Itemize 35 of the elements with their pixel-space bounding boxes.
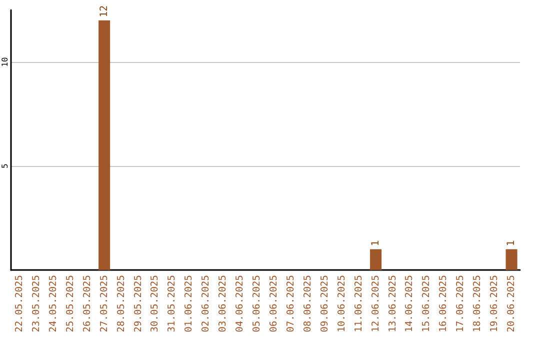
x-tick-label: 19.06.2025 xyxy=(489,275,500,332)
x-tick-label: 30.05.2025 xyxy=(150,275,161,332)
x-tick-label: 13.06.2025 xyxy=(387,275,398,332)
x-tick-label: 24.05.2025 xyxy=(48,275,59,332)
x-tick-label: 29.05.2025 xyxy=(132,275,144,332)
x-tick-label: 27.05.2025 xyxy=(98,275,110,332)
x-tick-label: 12.06.2025 xyxy=(370,275,382,332)
x-tick-label: 28.05.2025 xyxy=(116,275,127,332)
x-tick-label: 18.06.2025 xyxy=(472,275,484,332)
data-label: 12 xyxy=(98,5,110,18)
x-tick-label: 05.06.2025 xyxy=(252,275,263,332)
data-label: 1 xyxy=(370,240,382,246)
x-tick-label: 01.06.2025 xyxy=(184,275,195,332)
x-tick-label: 25.05.2025 xyxy=(64,275,76,332)
x-tick-label: 31.05.2025 xyxy=(166,275,178,332)
x-tick-label: 15.06.2025 xyxy=(421,275,432,332)
x-tick-label: 23.05.2025 xyxy=(30,275,42,332)
x-tick-label: 09.06.2025 xyxy=(319,275,330,332)
x-tick-label: 17.06.2025 xyxy=(455,275,466,332)
x-tick-label: 04.06.2025 xyxy=(234,275,246,332)
x-tick-label: 07.06.2025 xyxy=(285,275,296,332)
y-tick-label: 10 xyxy=(0,57,10,67)
data-label: 1 xyxy=(506,240,518,246)
x-tick-label: 11.06.2025 xyxy=(353,275,364,332)
y-tick-label: 5 xyxy=(0,163,10,168)
x-tick-label: 26.05.2025 xyxy=(82,275,93,332)
x-tick-label: 02.06.2025 xyxy=(200,275,212,332)
x-tick-label: 22.05.2025 xyxy=(14,275,25,332)
x-tick-label: 14.06.2025 xyxy=(404,275,416,332)
x-tick-label: 06.06.2025 xyxy=(268,275,280,332)
x-tick-label: 03.06.2025 xyxy=(218,275,229,332)
x-tick-label: 20.06.2025 xyxy=(506,275,518,332)
x-tick-label: 10.06.2025 xyxy=(336,275,348,332)
x-tick-label: 16.06.2025 xyxy=(438,275,450,332)
x-tick-label: 08.06.2025 xyxy=(302,275,314,332)
